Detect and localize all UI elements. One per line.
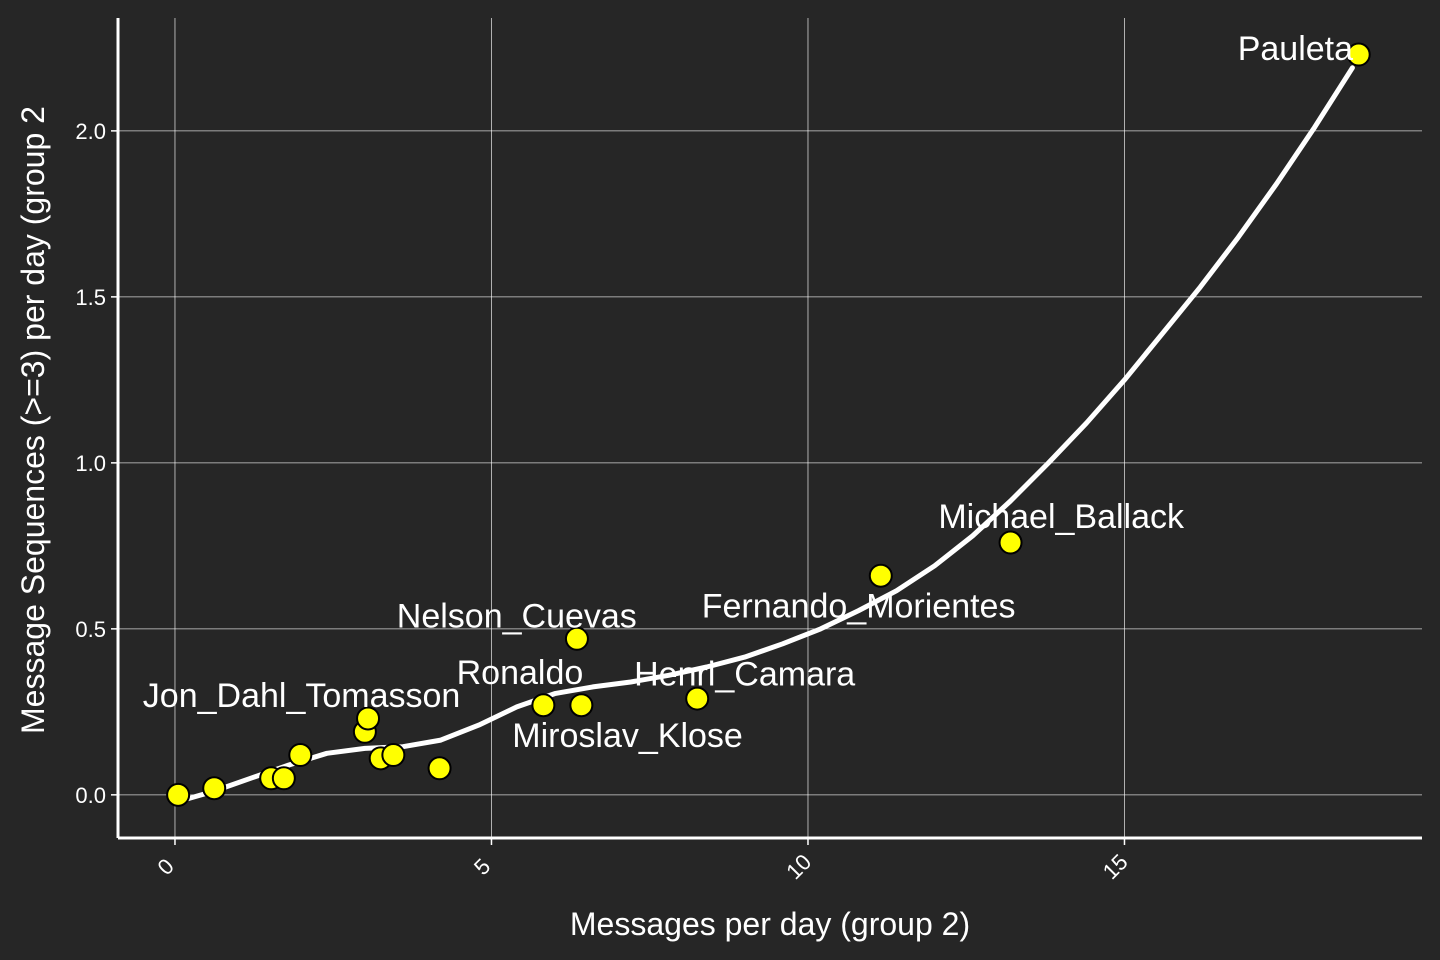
- data-point-9: [429, 757, 451, 779]
- point-label-2: Fernando_Morientes: [702, 588, 1016, 626]
- y-axis-title: Message Sequences (>=3) per day (group 2: [15, 106, 51, 734]
- point-label-4: Ronaldo: [457, 654, 584, 692]
- point-label-3: Nelson_Cuevas: [397, 598, 637, 636]
- point-label-0: Pauleta: [1238, 30, 1353, 68]
- data-point-14: [870, 565, 892, 587]
- x-axis-title: Messages per day (group 2): [570, 906, 970, 942]
- y-tick-label-4: 2.0: [75, 119, 106, 144]
- point-label-5: Henri_Camara: [634, 656, 855, 694]
- data-point-1: [203, 777, 225, 799]
- y-tick-label-3: 1.5: [75, 285, 106, 310]
- data-point-3: [273, 767, 295, 789]
- point-label-7: Miroslav_Klose: [512, 717, 743, 755]
- data-point-4: [289, 744, 311, 766]
- data-point-12: [570, 694, 592, 716]
- y-tick-label-0: 0.0: [75, 783, 106, 808]
- y-tick-label-2: 1.0: [75, 451, 106, 476]
- point-label-1: Michael_Ballack: [938, 498, 1185, 536]
- data-point-0: [167, 784, 189, 806]
- data-point-10: [532, 694, 554, 716]
- data-point-8: [382, 744, 404, 766]
- point-label-6: Jon_Dahl_Tomasson: [143, 677, 461, 715]
- y-tick-label-1: 0.5: [75, 617, 106, 642]
